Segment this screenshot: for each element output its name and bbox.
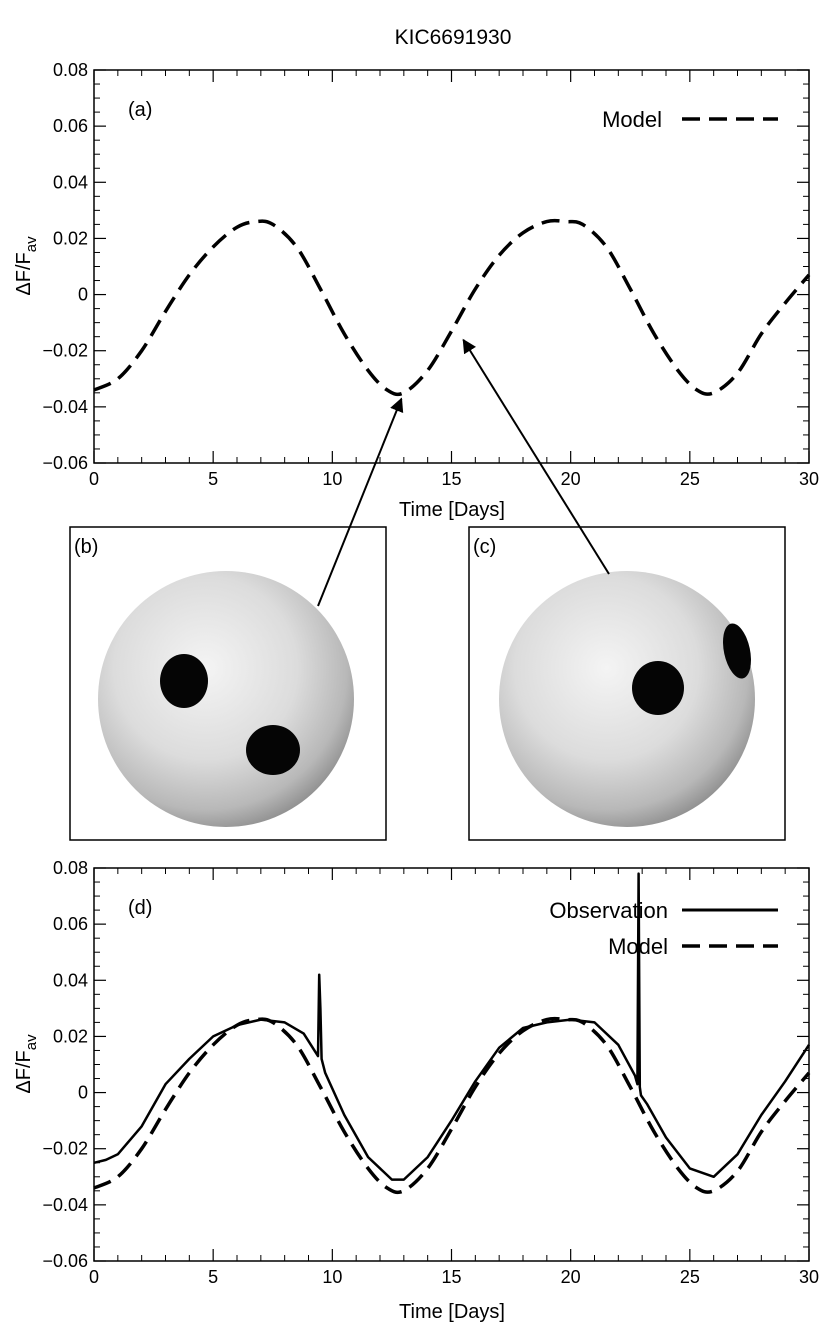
y-tick-label: −0.04	[42, 397, 88, 417]
x-tick-label: 5	[208, 469, 218, 489]
panel-d-tick-labels: 0 5 10 15 20 25 30 −0.06 −0.04 −0.02 0 0.02 0.04 0.06…	[42, 858, 819, 1287]
x-tick-label: 5	[208, 1267, 218, 1287]
x-tick-label: 15	[441, 469, 461, 489]
x-tick-label: 25	[680, 469, 700, 489]
panel-a-frame	[93, 69, 810, 464]
star-b-spot-2	[246, 725, 300, 775]
panel-d-ylabel-sub: av	[23, 1034, 40, 1050]
panel-d-frame	[93, 867, 810, 1262]
panel-d-ylabel: ΔF/Fav	[13, 1034, 40, 1094]
panel-d-ticks	[93, 867, 810, 1262]
x-tick-label: 25	[680, 1267, 700, 1287]
panel-a-ylabel: ΔF/Fav	[13, 236, 40, 296]
star-panel-c-label: (c)	[473, 536, 496, 558]
star-b-spot-1	[160, 654, 208, 708]
x-tick-label: 0	[89, 1267, 99, 1287]
y-tick-label: −0.02	[42, 1139, 88, 1159]
x-tick-label: 0	[89, 469, 99, 489]
y-tick-label: −0.06	[42, 1251, 88, 1271]
arrow-b-to-curve	[317, 397, 404, 607]
star-panel-c-frame	[468, 526, 786, 841]
panel-a-legend: Model	[602, 107, 778, 132]
panel-a-label: (a)	[128, 99, 152, 121]
star-c-sphere	[499, 571, 755, 827]
panel-d-ylabel-main: ΔF/F	[13, 1050, 35, 1093]
panel-a-model-line	[93, 218, 811, 397]
star-panel-c: (c)	[468, 526, 786, 841]
y-tick-label: −0.06	[42, 453, 88, 473]
y-tick-label: −0.02	[42, 341, 88, 361]
panel-d-legend-observation-label: Observation	[549, 898, 668, 923]
panel-d-legend-model-label: Model	[608, 934, 668, 959]
panel-a-series	[93, 218, 811, 397]
y-tick-label: 0.08	[53, 858, 88, 878]
star-panel-b-label: (b)	[74, 536, 98, 558]
y-tick-label: 0.06	[53, 914, 88, 934]
panel-d-series	[93, 872, 811, 1195]
panel-d-xlabel: Time [Days]	[399, 1301, 505, 1323]
panel-d-legend: Observation Model	[549, 898, 778, 959]
star-b-sphere	[98, 571, 354, 827]
y-tick-label: 0.02	[53, 228, 88, 248]
y-tick-label: −0.04	[42, 1195, 88, 1215]
x-tick-label: 10	[322, 1267, 342, 1287]
star-c-spot-2	[723, 623, 751, 679]
star-c-spot-1	[632, 661, 684, 715]
panel-d-observation-line	[93, 872, 811, 1181]
panel-d-plot: 0 5 10 15 20 25 30 −0.06 −0.04 −0.02 0 0.02 0.04 0.06…	[13, 858, 819, 1323]
y-tick-label: 0.08	[53, 60, 88, 80]
x-tick-label: 20	[561, 1267, 581, 1287]
y-tick-label: 0	[78, 285, 88, 305]
arrow-c-to-curve	[462, 338, 610, 575]
figure-title: KIC6691930	[395, 26, 512, 49]
x-tick-label: 20	[561, 469, 581, 489]
panel-d-model-line	[93, 1016, 811, 1195]
panel-a-plot: 0 5 10 15 20 25 30 −0.06 −0.04 −0.02 0 0.02 0.04 0.06…	[13, 60, 819, 521]
panel-a-ylabel-main: ΔF/F	[13, 252, 35, 295]
panel-a-ticks	[93, 69, 810, 464]
y-tick-label: 0	[78, 1083, 88, 1103]
y-tick-label: 0.02	[53, 1026, 88, 1046]
panel-a-xlabel: Time [Days]	[399, 499, 505, 521]
x-tick-label: 30	[799, 469, 819, 489]
x-tick-label: 30	[799, 1267, 819, 1287]
panel-a-ylabel-sub: av	[23, 236, 40, 252]
y-tick-label: 0.06	[53, 116, 88, 136]
panel-d-label: (d)	[128, 897, 152, 919]
star-panel-b: (b)	[69, 526, 387, 841]
y-tick-label: 0.04	[53, 172, 88, 192]
panel-a-tick-labels: 0 5 10 15 20 25 30 −0.06 −0.04 −0.02 0 0.02 0.04 0.06…	[42, 60, 819, 489]
star-panel-b-frame	[69, 526, 387, 841]
y-tick-label: 0.04	[53, 970, 88, 990]
x-tick-label: 15	[441, 1267, 461, 1287]
panel-a-legend-model-label: Model	[602, 107, 662, 132]
x-tick-label: 10	[322, 469, 342, 489]
